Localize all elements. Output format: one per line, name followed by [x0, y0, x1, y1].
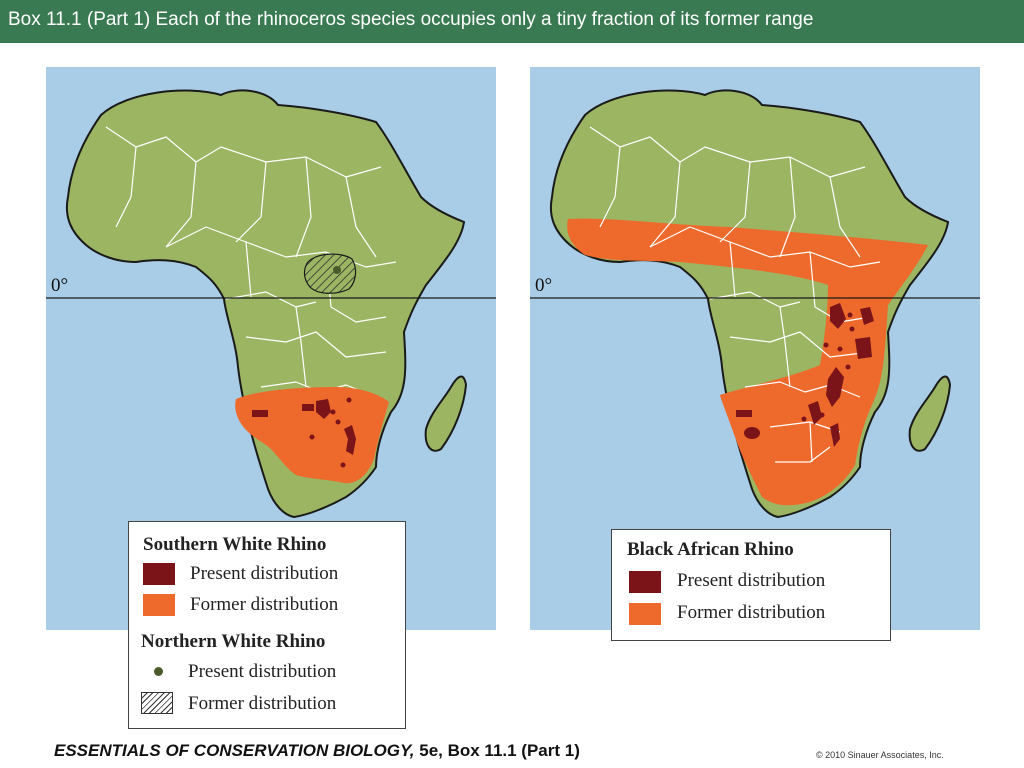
madagascar — [908, 375, 952, 452]
northern-present-label: Present distribution — [188, 661, 337, 682]
present-swatch — [629, 571, 661, 593]
southern-former-label: Former distribution — [190, 594, 339, 615]
white-rhino-legend: Southern White Rhino Present distributio… — [128, 521, 406, 729]
africa-landmass — [66, 89, 466, 519]
northern-former-label: Former distribution — [188, 693, 337, 714]
former-swatch — [143, 594, 175, 616]
white-rhino-map: 0° — [46, 67, 496, 630]
madagascar — [424, 375, 468, 452]
title-bar: Box 11.1 (Part 1) Each of the rhinoceros… — [0, 0, 1024, 43]
hatch-swatch — [141, 692, 173, 714]
slide-title: Box 11.1 (Part 1) Each of the rhinoceros… — [8, 9, 814, 30]
black-former-label: Former distribution — [677, 602, 826, 623]
book-citation: ESSENTIALS OF CONSERVATION BIOLOGY, 5e, … — [54, 741, 580, 761]
black-rhino-heading: Black African Rhino — [627, 539, 794, 560]
southern-white-rhino-present-range — [252, 397, 356, 468]
equator-label: 0° — [51, 275, 69, 296]
present-dot-swatch — [154, 667, 163, 676]
black-rhino-present-range — [736, 303, 874, 447]
northern-white-rhino-heading: Northern White Rhino — [141, 631, 326, 652]
equator-label: 0° — [535, 275, 553, 296]
copyright: © 2010 Sinauer Associates, Inc. — [816, 750, 944, 760]
black-rhino-map-svg — [530, 89, 980, 519]
white-rhino-map-svg — [46, 89, 496, 519]
book-title: ESSENTIALS OF CONSERVATION BIOLOGY, — [54, 741, 415, 760]
southern-present-label: Present distribution — [190, 563, 339, 584]
present-swatch — [143, 563, 175, 585]
book-edition: 5e, Box 11.1 (Part 1) — [414, 741, 580, 760]
black-present-label: Present distribution — [677, 570, 826, 591]
northern-white-rhino-present-dot — [333, 266, 341, 274]
former-swatch — [629, 603, 661, 625]
country-borders — [589, 126, 881, 463]
northern-white-rhino-former-range — [303, 253, 357, 294]
black-rhino-legend: Black African Rhino Present distribution… — [611, 529, 891, 641]
southern-white-rhino-heading: Southern White Rhino — [143, 534, 327, 555]
